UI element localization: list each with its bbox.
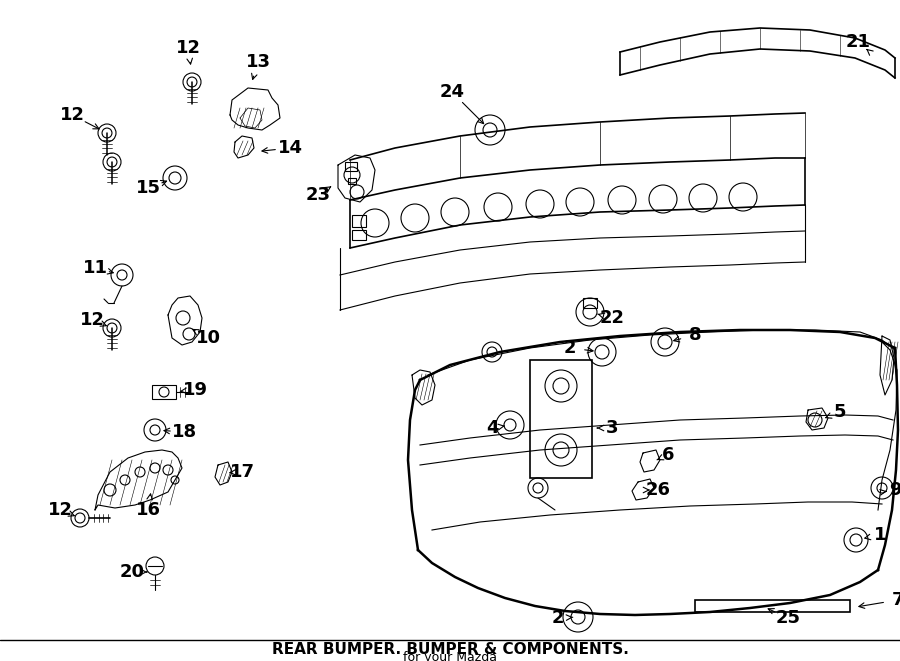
Text: 7: 7 (892, 591, 900, 609)
Text: 14: 14 (277, 139, 302, 157)
Text: 20: 20 (120, 563, 145, 581)
Text: 15: 15 (136, 179, 160, 197)
Text: 23: 23 (305, 186, 330, 204)
Text: 11: 11 (83, 259, 107, 277)
Text: REAR BUMPER. BUMPER & COMPONENTS.: REAR BUMPER. BUMPER & COMPONENTS. (272, 642, 628, 658)
Bar (345, 162, 357, 171)
Bar (348, 178, 356, 184)
Bar (352, 230, 366, 240)
Text: 12: 12 (59, 106, 85, 124)
Text: 3: 3 (606, 419, 618, 437)
Text: 12: 12 (79, 311, 104, 329)
Bar (583, 298, 597, 308)
Text: 25: 25 (776, 609, 800, 627)
Bar (152, 385, 176, 399)
Text: 10: 10 (195, 329, 220, 347)
Bar (530, 360, 592, 478)
Text: 2: 2 (563, 339, 576, 357)
Text: 1: 1 (874, 526, 886, 544)
Text: 13: 13 (246, 53, 271, 71)
Text: 26: 26 (645, 481, 670, 499)
Text: 6: 6 (662, 446, 674, 464)
Text: 9: 9 (889, 481, 900, 499)
Text: 19: 19 (183, 381, 208, 399)
Text: 16: 16 (136, 501, 160, 519)
Text: for your Mazda: for your Mazda (403, 652, 497, 661)
Text: 2: 2 (552, 609, 564, 627)
Text: 5: 5 (833, 403, 846, 421)
Text: 8: 8 (688, 326, 701, 344)
Text: 22: 22 (599, 309, 625, 327)
Text: 18: 18 (173, 423, 198, 441)
Text: 4: 4 (486, 419, 499, 437)
Text: 12: 12 (176, 39, 201, 57)
Text: 24: 24 (439, 83, 464, 101)
Text: 12: 12 (48, 501, 73, 519)
Bar (352, 215, 366, 227)
Text: 17: 17 (230, 463, 255, 481)
Bar (695, 600, 850, 612)
Text: 21: 21 (845, 33, 870, 51)
